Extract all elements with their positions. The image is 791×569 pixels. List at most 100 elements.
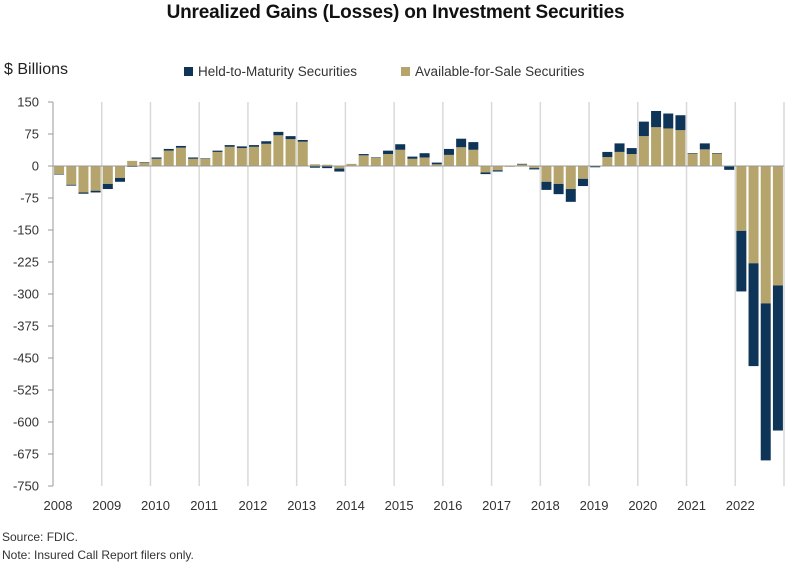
- bar-htm-2022Q2: [748, 263, 759, 367]
- bar-afs-2018Q1: [541, 166, 552, 182]
- y-tick-label: -600: [13, 415, 39, 430]
- bar-htm-2009Q4: [139, 162, 150, 163]
- y-axis-label: $ Billions: [4, 61, 69, 78]
- bar-htm-2010Q2: [163, 148, 174, 151]
- y-tick-labels: 150 75 0 -75 -150 -225 -300 -375 -450 -525 -600 -67…: [13, 95, 39, 494]
- footnote: Note: Insured Call Report filers only.: [2, 548, 194, 562]
- bar-afs-2008Q3: [78, 166, 89, 193]
- bar-htm-2010Q3: [175, 145, 186, 148]
- bar-htm-2009Q1: [102, 183, 113, 190]
- bar-htm-2015Q4: [431, 162, 442, 165]
- bar-afs-2013Q4: [334, 166, 345, 169]
- bar-afs-2011Q1: [200, 158, 211, 166]
- legend-label-afs: Available-for-Sale Securities: [415, 64, 585, 79]
- x-tick-label: 2019: [580, 498, 609, 513]
- bar-afs-2012Q2: [261, 143, 272, 166]
- bar-htm-2020Q4: [675, 115, 686, 131]
- x-tick-label: 2013: [287, 498, 316, 513]
- bar-afs-2017Q1: [492, 166, 503, 171]
- bar-htm-2015Q3: [419, 153, 430, 158]
- y-tick-label: -450: [13, 351, 39, 366]
- bar-htm-2020Q3: [663, 113, 674, 129]
- x-tick-label: 2020: [628, 498, 657, 513]
- bar-afs-2021Q2: [699, 149, 710, 166]
- bar-afs-2009Q3: [127, 160, 138, 166]
- x-tick-label: 2016: [433, 498, 462, 513]
- bar-afs-2010Q2: [163, 150, 174, 166]
- bar-afs-2008Q2: [66, 166, 77, 185]
- bar-afs-2022Q1: [736, 166, 747, 231]
- bar-htm-2021Q4: [724, 166, 735, 170]
- bar-afs-2017Q4: [529, 166, 540, 169]
- bar-htm-2016Q4: [480, 172, 491, 175]
- bar-afs-2011Q2: [212, 151, 223, 166]
- bar-afs-2011Q4: [236, 148, 247, 166]
- bar-htm-2014Q3: [370, 157, 381, 158]
- bar-afs-2012Q4: [285, 139, 296, 166]
- bar-htm-2009Q2: [115, 177, 126, 182]
- bar-htm-2021Q3: [711, 153, 722, 154]
- bar-afs-2015Q4: [431, 164, 442, 166]
- bar-afs-2014Q2: [358, 155, 369, 166]
- x-tick-labels: 2008 2009 2010 2011 2012 2013 2014 2015 2016 2017…: [44, 498, 755, 513]
- bar-afs-2010Q1: [151, 158, 162, 166]
- y-tick-label: 150: [17, 95, 39, 110]
- bar-htm-2013Q2: [309, 166, 320, 168]
- x-tick-label: 2008: [44, 498, 73, 513]
- bar-afs-2010Q4: [188, 158, 199, 166]
- bar-htm-2018Q3: [565, 189, 576, 202]
- bar-afs-2008Q4: [90, 166, 101, 191]
- bar-htm-2012Q1: [249, 145, 260, 147]
- bar-afs-2020Q4: [675, 130, 686, 166]
- bar-afs-2021Q1: [687, 153, 698, 166]
- x-tick-label: 2021: [677, 498, 706, 513]
- bar-htm-2021Q2: [699, 143, 710, 150]
- x-tick-label: 2017: [482, 498, 511, 513]
- x-tick-label: 2010: [141, 498, 170, 513]
- bar-htm-2016Q1: [443, 148, 454, 155]
- y-tick-label: 75: [25, 127, 39, 142]
- bar-htm-2022Q4: [772, 285, 783, 431]
- bar-htm-2015Q2: [407, 156, 418, 159]
- bar-htm-2008Q3: [78, 192, 89, 194]
- y-tick-label: -525: [13, 383, 39, 398]
- bar-htm-2022Q3: [760, 303, 771, 461]
- bar-htm-2018Q1: [541, 181, 552, 190]
- legend-item-afs: Available-for-Sale Securities: [401, 64, 584, 79]
- bar-htm-2017Q4: [529, 168, 540, 170]
- bar-htm-2019Q2: [602, 151, 613, 158]
- legend-item-htm: Held-to-Maturity Securities: [184, 64, 357, 79]
- x-tick-label: 2009: [92, 498, 121, 513]
- bar-afs-2018Q4: [577, 166, 588, 179]
- bar-afs-2009Q2: [115, 166, 126, 178]
- chart-title: Unrealized Gains (Losses) on Investment …: [166, 2, 625, 23]
- bar-afs-2009Q4: [139, 162, 150, 166]
- bar-afs-2022Q3: [760, 166, 771, 304]
- bar-htm-2018Q4: [577, 178, 588, 187]
- bar-htm-2020Q1: [638, 121, 649, 137]
- bar-afs-2013Q2: [309, 164, 320, 166]
- bar-htm-2012Q4: [285, 136, 296, 140]
- x-tick-label: 2015: [385, 498, 414, 513]
- bar-afs-2013Q1: [297, 141, 308, 166]
- bar-afs-2014Q1: [346, 163, 357, 166]
- bar-afs-2019Q2: [602, 157, 613, 166]
- bar-htm-2013Q4: [334, 168, 345, 172]
- bar-afs-2020Q1: [638, 136, 649, 166]
- bar-htm-2019Q3: [614, 143, 625, 152]
- bar-htm-2019Q4: [626, 148, 637, 155]
- bar-afs-2009Q1: [102, 166, 113, 184]
- x-tick-label: 2022: [726, 498, 755, 513]
- x-tick-label: 2018: [531, 498, 560, 513]
- bar-afs-2016Q1: [443, 154, 454, 166]
- bar-htm-2011Q2: [212, 150, 223, 152]
- bar-afs-2020Q3: [663, 128, 674, 166]
- bar-htm-2020Q2: [651, 110, 662, 128]
- bar-afs-2015Q3: [419, 157, 430, 166]
- bar-htm-2014Q2: [358, 154, 369, 156]
- bar-afs-2010Q3: [175, 147, 186, 166]
- bar-afs-2015Q1: [395, 149, 406, 166]
- bar-afs-2017Q3: [517, 163, 528, 166]
- bar-afs-2013Q3: [322, 164, 333, 166]
